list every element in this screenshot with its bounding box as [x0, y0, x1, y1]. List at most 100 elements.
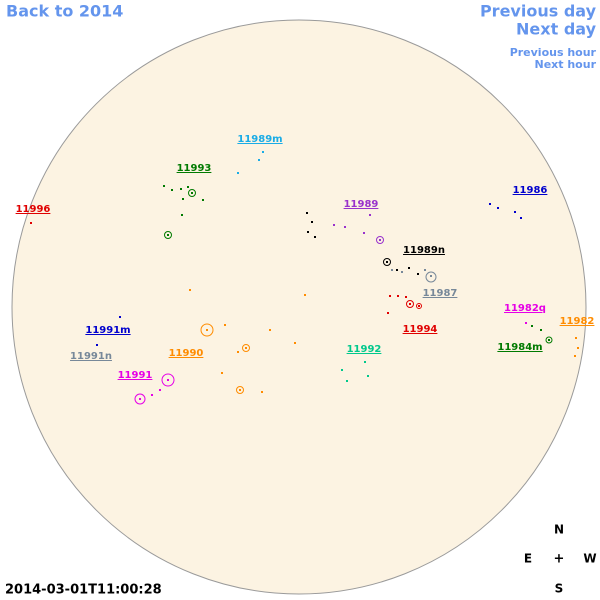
sunspot [151, 394, 153, 396]
sunspot [418, 305, 420, 307]
sunspot [540, 329, 542, 331]
sunspot [401, 271, 403, 273]
sunspot [367, 375, 369, 377]
sunspot [237, 172, 239, 174]
region-label[interactable]: 11989n [403, 245, 445, 256]
region-label[interactable]: 11987 [423, 288, 458, 299]
sunspot [261, 391, 263, 393]
next-day-link[interactable]: Next day [516, 20, 597, 39]
sunspot [311, 221, 313, 223]
sunspot-outline [134, 393, 146, 405]
sunspot [489, 203, 491, 205]
previous-day-link[interactable]: Previous day [480, 2, 597, 21]
compass-west: W [583, 552, 596, 566]
sunspot [245, 347, 247, 349]
sunspot [171, 189, 173, 191]
sunspot [304, 294, 306, 296]
compass-south: S [555, 582, 564, 596]
sunspot [159, 389, 161, 391]
sunspot [379, 239, 381, 241]
region-label[interactable]: 11996 [16, 204, 51, 215]
region-label[interactable]: 11982 [560, 316, 595, 327]
sunspot [167, 234, 169, 236]
sunspot [575, 337, 577, 339]
sunspot [417, 273, 419, 275]
sunspot [167, 379, 169, 381]
compass-center: + [554, 552, 565, 567]
sunspot [314, 236, 316, 238]
sunspot [187, 186, 189, 188]
region-label[interactable]: 11986 [513, 185, 548, 196]
sunspot [341, 369, 343, 371]
sunspot [531, 325, 533, 327]
region-label[interactable]: 11991n [70, 351, 112, 362]
compass-north: N [554, 523, 564, 537]
sunspot [577, 347, 579, 349]
sunspot [262, 151, 264, 153]
sunspot-outline [416, 303, 422, 309]
sunspot [344, 226, 346, 228]
sunspot [206, 329, 208, 331]
sunspot [333, 224, 335, 226]
sunspot-outline [164, 231, 172, 239]
sunspot [202, 199, 204, 201]
sunspot-outline [383, 258, 391, 266]
sunspot [163, 185, 165, 187]
sunspot [182, 198, 184, 200]
sunspot-outline [406, 300, 414, 308]
back-link[interactable]: Back to 2014 [6, 2, 123, 21]
sunspot-outline [376, 236, 384, 244]
region-label[interactable]: 11982q [504, 303, 546, 314]
timestamp: 2014-03-01T11:00:28 [5, 583, 162, 598]
sunspot [409, 303, 411, 305]
sunspot [514, 211, 516, 213]
sunspot [346, 380, 348, 382]
sunspot-outline [200, 323, 214, 337]
sunspot [520, 217, 522, 219]
sunspot [405, 296, 407, 298]
sunspot-outline [425, 271, 437, 283]
sunspot-outline [188, 189, 196, 197]
region-label[interactable]: 11989m [237, 134, 282, 145]
sunspot [364, 361, 366, 363]
region-label[interactable]: 11990 [169, 348, 204, 359]
previous-hour-link[interactable]: Previous hour [510, 46, 597, 59]
sunspot [294, 342, 296, 344]
sunspot [181, 214, 183, 216]
sunspot-outline [545, 336, 553, 344]
sunspot [387, 312, 389, 314]
region-label[interactable]: 11991 [118, 370, 153, 381]
region-label[interactable]: 11993 [177, 163, 212, 174]
sunspot [424, 269, 426, 271]
compass-east: E [524, 552, 532, 566]
sunspot [119, 316, 121, 318]
sunspot [224, 324, 226, 326]
next-hour-link[interactable]: Next hour [535, 58, 597, 71]
region-label[interactable]: 11991m [85, 325, 130, 336]
sunspot [497, 207, 499, 209]
sunspot-outline [236, 386, 244, 394]
region-label[interactable]: 11984m [497, 342, 542, 353]
sunspot [306, 212, 308, 214]
sunspot [386, 261, 388, 263]
sunspot [408, 267, 410, 269]
sunspot [391, 269, 393, 271]
sunspot [574, 355, 576, 357]
sunspot [397, 295, 399, 297]
sunspot-outline [242, 344, 250, 352]
sunspot [96, 344, 98, 346]
sunspot [239, 389, 241, 391]
sunspot [548, 339, 550, 341]
sunspot [139, 398, 141, 400]
sunspot [307, 231, 309, 233]
sunspot [525, 322, 527, 324]
sunspot-outline [161, 373, 175, 387]
region-label[interactable]: 11989 [344, 199, 379, 210]
sunspot [191, 192, 193, 194]
sunspot [369, 214, 371, 216]
region-label[interactable]: 11994 [403, 324, 438, 335]
sunspot [396, 269, 398, 271]
sunspot [363, 232, 365, 234]
region-label[interactable]: 11992 [347, 344, 382, 355]
